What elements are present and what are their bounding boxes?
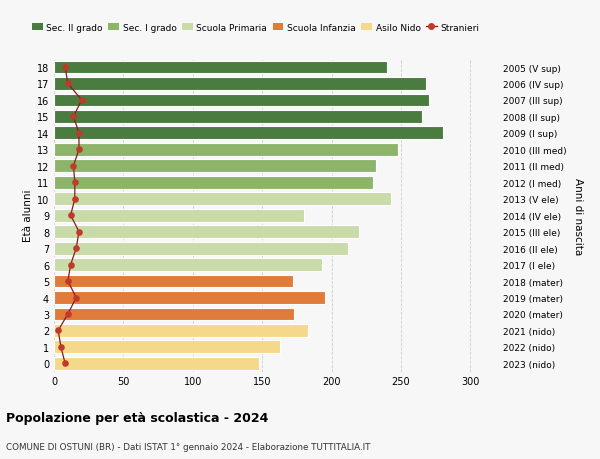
- Bar: [54, 308, 294, 321]
- Bar: [54, 95, 428, 107]
- Y-axis label: Anni di nascita: Anni di nascita: [573, 177, 583, 254]
- Bar: [54, 341, 280, 353]
- Point: [68, 113, 78, 121]
- Point: [56, 343, 66, 351]
- Bar: [54, 78, 426, 91]
- Bar: [54, 291, 325, 304]
- Text: Popolazione per età scolastica - 2024: Popolazione per età scolastica - 2024: [6, 412, 268, 425]
- Bar: [54, 193, 391, 206]
- Point: [74, 229, 84, 236]
- Text: COMUNE DI OSTUNI (BR) - Dati ISTAT 1° gennaio 2024 - Elaborazione TUTTITALIA.IT: COMUNE DI OSTUNI (BR) - Dati ISTAT 1° ge…: [6, 442, 371, 451]
- Point: [70, 196, 80, 203]
- Bar: [54, 111, 422, 123]
- Bar: [54, 144, 398, 157]
- Point: [60, 360, 70, 367]
- Point: [74, 130, 84, 137]
- Point: [68, 163, 78, 170]
- Point: [71, 245, 81, 252]
- Bar: [54, 325, 308, 337]
- Bar: [54, 226, 359, 239]
- Y-axis label: Età alunni: Età alunni: [23, 190, 32, 242]
- Point: [63, 311, 73, 318]
- Legend: Sec. II grado, Sec. I grado, Scuola Primaria, Scuola Infanzia, Asilo Nido, Stran: Sec. II grado, Sec. I grado, Scuola Prim…: [32, 23, 479, 33]
- Point: [53, 327, 63, 335]
- Point: [77, 97, 86, 104]
- Bar: [54, 275, 293, 288]
- Bar: [54, 357, 259, 370]
- Bar: [54, 176, 373, 189]
- Point: [66, 261, 76, 269]
- Bar: [54, 209, 304, 222]
- Bar: [54, 62, 387, 74]
- Bar: [54, 127, 443, 140]
- Point: [66, 212, 76, 219]
- Point: [60, 64, 70, 72]
- Bar: [54, 242, 348, 255]
- Bar: [54, 160, 376, 173]
- Point: [63, 278, 73, 285]
- Point: [71, 294, 81, 302]
- Bar: [54, 258, 322, 271]
- Point: [63, 81, 73, 88]
- Point: [70, 179, 80, 186]
- Point: [74, 146, 84, 154]
